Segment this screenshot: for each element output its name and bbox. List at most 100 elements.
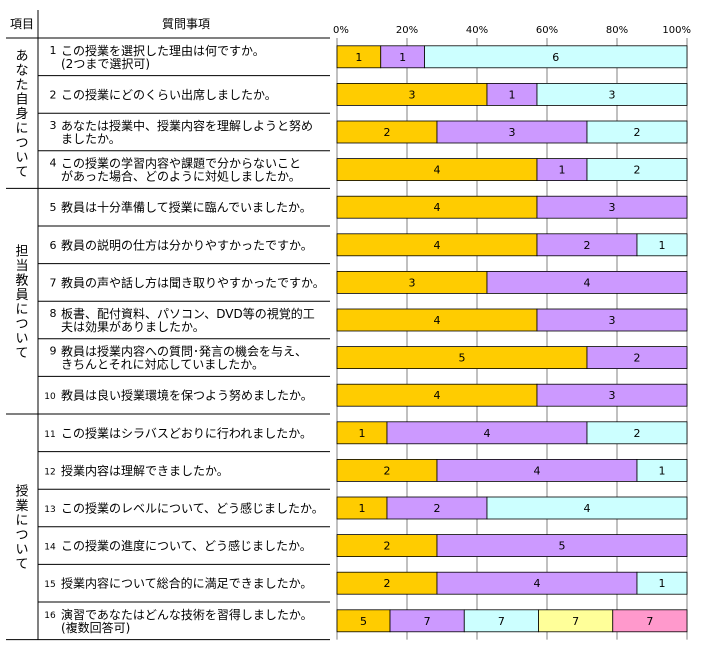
question-text-line: 授業内容について総合的に満足できましたか。 [61,576,312,591]
bar-segment [586,120,688,144]
x-tick-label: 20% [396,25,418,36]
question-text-line: この授業のレベルについて、どう感じましたか。 [61,501,324,516]
question-text: 教員は十分準備して授業に臨んでいましたか。 [61,200,312,215]
bar-value-label: 2 [634,164,641,177]
question-number: 5 [50,201,57,214]
bar-value-label: 4 [434,201,441,214]
x-tick-label: 80% [606,25,628,36]
question-text-line: この授業を選択した理由は何ですか。 [61,43,265,58]
bar-value-label: 2 [384,464,391,477]
question-number: 7 [50,276,57,289]
question-number: 1 [50,44,57,57]
bar-segment [612,609,688,633]
bar-value-label: 3 [609,201,616,214]
bar-value-label: 7 [646,615,653,628]
bar-value-label: 7 [424,615,431,628]
bar-value-label: 6 [552,51,559,64]
question-text-line: (2つまで選択可) [61,57,150,71]
question-text-line: ましたか。 [61,132,121,146]
bar-value-label: 3 [409,88,416,101]
bar-value-label: 2 [634,352,641,365]
question-text-line: この授業にどのくらい出席しましたか。 [61,87,277,102]
question-text-line: この授業の進度について、どう感じましたか。 [61,538,312,553]
question-number: 15 [44,580,55,590]
bar-value-label: 4 [484,427,491,440]
question-text-line: この授業はシラバスどおりに行われましたか。 [61,425,312,440]
bar-value-label: 1 [509,88,516,101]
bar-segment [536,308,688,332]
category-label-char: 自 [15,93,28,108]
question-number: 2 [50,88,57,101]
question-number: 10 [44,392,56,402]
category-label-char: い [15,543,28,558]
category-label: 担当教員について [15,244,28,361]
category-label-char: 担 [15,244,28,259]
question-text-line: 演習であなたはどんな技術を習得しましたか。 [61,607,313,622]
category-label-char: て [15,557,28,572]
category-label: 授業について [15,485,28,573]
bar-value-label: 2 [634,427,641,440]
bar-segment [586,346,688,370]
category-label-char: 当 [15,259,28,274]
question-text-line: 夫は効果がありましたか。 [61,319,205,334]
category-label-char: い [15,151,28,166]
question-number: 11 [44,430,55,440]
bar-value-label: 4 [534,577,541,590]
question-number: 8 [50,307,57,320]
question-text-line: 教員は十分準備して授業に臨んでいましたか。 [61,200,312,215]
bar-segment [486,496,688,520]
bar-value-label: 4 [534,464,541,477]
question-text: この授業の学習内容や課題で分からないことがあった場合、どのように対処しましたか。 [61,156,301,184]
bar-segment [636,571,688,595]
category-label-char: 授 [15,485,28,500]
question-number: 12 [44,467,55,477]
bar-value-label: 4 [434,314,441,327]
question-number: 13 [44,505,55,515]
category-label-char: い [15,331,28,346]
bar-value-label: 2 [384,126,391,139]
question-text-line: 板書、配付資料、パソコン、DVD等の視覚的工 [61,306,315,321]
bar-value-label: 1 [359,502,366,515]
question-text: 教員は良い授業環境を保つよう努めましたか。 [61,388,313,403]
category-label-char: あ [15,49,28,64]
x-tick-label: 0% [333,25,349,36]
question-number: 6 [50,239,57,252]
bar-value-label: 4 [434,389,441,402]
bar-plot: 1 1 6 3 1 3 2 3 2 4 1 2 4 3 4 2 1 3 4 4 3 5 2 4 3 1 4 2 2 4 1 1 2 4 2 5 2 4 1 5… [336,45,688,633]
category-label-char: つ [15,317,28,332]
x-tick-label: 40% [466,25,488,36]
question-text-line: 教員の声や話し方は聞き取りやすかったですか。 [61,275,325,290]
category-label-char: な [15,64,28,79]
question-text-line: 教員は良い授業環境を保つよう努めましたか。 [61,388,313,403]
category-label: あなた自身について [15,49,28,180]
bar-segment [536,383,688,407]
bar-segment [536,83,688,106]
table-grid [6,10,330,641]
question-number: 3 [50,119,57,132]
question-text-line: きちんとそれに対応していましたか。 [61,358,264,372]
question-text: あなたは授業中、授業内容を理解しようと努めましたか。 [61,118,313,146]
bar-segment [536,195,688,219]
bar-value-label: 5 [459,352,466,365]
category-label-char: 員 [15,288,28,303]
bar-value-label: 7 [572,615,579,628]
bar-value-label: 2 [434,502,441,515]
bar-value-label: 3 [409,276,416,289]
bar-value-label: 1 [659,577,666,590]
question-text: この授業はシラバスどおりに行われましたか。 [61,425,312,440]
bar-segment [436,534,688,557]
question-text-line: があった場合、どのように対処しましたか。 [61,169,301,184]
bar-value-label: 5 [559,540,566,553]
question-text: この授業にどのくらい出席しましたか。 [61,87,277,102]
bar-segment [636,458,688,482]
bar-segment [586,158,688,182]
category-label-char: に [15,122,28,137]
x-tick-label: 100% [662,25,691,36]
category-label-char: 教 [15,272,28,288]
question-text: 教員は授業内容への質問･発言の機会を与え、きちんとそれに対応していましたか。 [61,344,307,372]
bar-segment [486,270,688,294]
bar-value-label: 1 [355,51,362,64]
question-text-line: あなたは授業中、授業内容を理解しようと努め [61,118,313,133]
